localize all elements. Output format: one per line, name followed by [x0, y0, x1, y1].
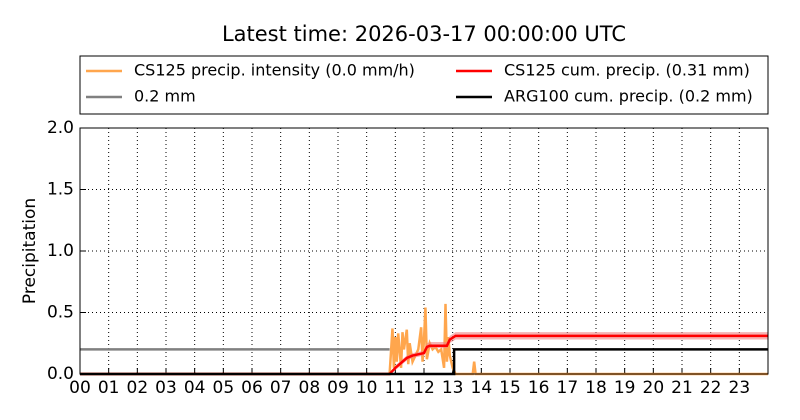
x-tick-label: 08: [299, 378, 321, 398]
x-tick-label: 10: [356, 378, 378, 398]
series-line: [80, 334, 768, 376]
x-tick-label: 19: [614, 378, 636, 398]
x-tick-label: 15: [499, 378, 521, 398]
x-tick-label: 01: [98, 378, 120, 398]
chart-title: Latest time: 2026-03-17 00:00:00 UTC: [222, 22, 626, 46]
y-tick-label: 1.0: [47, 241, 74, 261]
x-tick-label: 23: [729, 378, 751, 398]
x-tick-label: 09: [327, 378, 349, 398]
x-tick-label: 04: [184, 378, 206, 398]
x-tick-label: 20: [643, 378, 665, 398]
x-tick-label: 00: [69, 378, 91, 398]
legend-label: CS125 precip. intensity (0.0 mm/h): [134, 61, 415, 80]
x-tick-label: 21: [671, 378, 693, 398]
x-tick-label: 22: [700, 378, 722, 398]
x-tick-label: 05: [213, 378, 235, 398]
x-tick-label: 16: [528, 378, 550, 398]
x-tick-label: 12: [413, 378, 435, 398]
x-tick-label: 17: [557, 378, 579, 398]
x-tick-label: 06: [241, 378, 263, 398]
x-tick-label: 18: [585, 378, 607, 398]
y-tick-label: 0.0: [47, 364, 74, 384]
x-tick-label: 11: [385, 378, 407, 398]
y-tick-label: 0.5: [47, 303, 74, 323]
legend-label: ARG100 cum. precip. (0.2 mm): [504, 87, 753, 106]
series-line: [80, 303, 768, 376]
legend-label: 0.2 mm: [134, 87, 196, 106]
y-axis-label: Precipitation: [20, 198, 40, 304]
legend-label: CS125 cum. precip. (0.31 mm): [504, 61, 750, 80]
x-tick-label: 07: [270, 378, 292, 398]
plot-frame: [79, 127, 769, 375]
y-tick-label: 2.0: [47, 118, 74, 138]
x-tick-label: 03: [155, 378, 177, 398]
y-tick-label: 1.5: [47, 180, 74, 200]
x-tick-label: 02: [127, 378, 149, 398]
legend-box: [79, 55, 769, 115]
x-tick-label: 13: [442, 378, 464, 398]
x-tick-label: 14: [471, 378, 493, 398]
